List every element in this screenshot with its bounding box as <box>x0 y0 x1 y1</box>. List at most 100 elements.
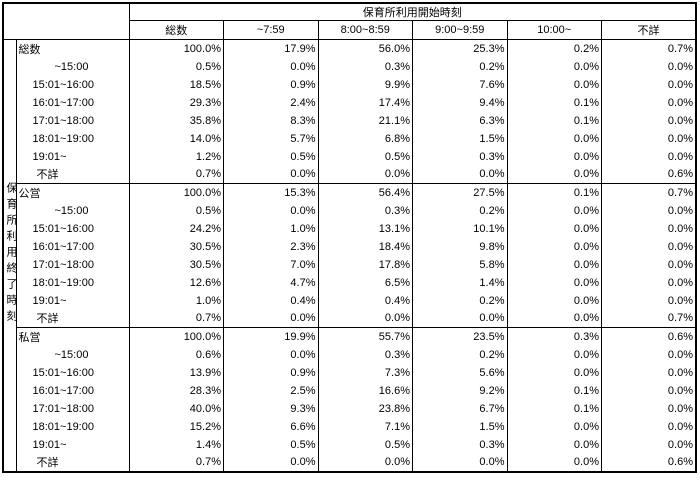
table-row: 私営 100.0% 19.9% 55.7% 23.5% 0.3% 0.6% <box>3 327 696 346</box>
value-cell: 0.3% <box>506 327 602 346</box>
value-cell: 4.7% <box>223 273 318 292</box>
value-cell: 0.0% <box>601 219 696 238</box>
table-row: 不詳 0.7% 0.0% 0.0% 0.0% 0.0% 0.7% <box>3 309 696 328</box>
table-row: 15:01~16:00 18.5% 0.9% 9.9% 7.6% 0.0% 0.0% <box>3 75 696 94</box>
header-row-columns: 総数 ~7:59 8:00~8:59 9:00~9:59 10:00~ 不詳 <box>3 20 696 40</box>
header-row-main: 保育所利用開始時刻 <box>3 3 696 40</box>
value-cell: 0.0% <box>601 381 696 400</box>
column-header-unknown: 不詳 <box>601 20 696 40</box>
value-cell: 0.0% <box>601 417 696 436</box>
value-cell: 0.2% <box>506 39 602 58</box>
row-label: 19:01~ <box>15 435 129 454</box>
value-cell: 0.2% <box>412 201 507 220</box>
value-cell: 0.0% <box>506 219 602 238</box>
table-row: 17:01~18:00 40.0% 9.3% 23.8% 6.7% 0.1% 0.0% <box>3 399 696 418</box>
value-cell: 0.0% <box>506 417 602 436</box>
table-row: 不詳 0.7% 0.0% 0.0% 0.0% 0.0% 0.6% <box>3 165 696 184</box>
value-cell: 0.1% <box>506 183 602 202</box>
value-cell: 9.3% <box>223 399 318 418</box>
value-cell: 1.5% <box>412 129 507 148</box>
value-cell: 0.7% <box>128 309 224 328</box>
value-cell: 13.1% <box>317 219 413 238</box>
value-cell: 100.0% <box>128 183 224 202</box>
value-cell: 23.5% <box>412 327 507 346</box>
value-cell: 15.2% <box>128 417 224 436</box>
table-body: 保育所利用終了時刻 総数 100.0% 17.9% 56.0% 25.3% 0.2% 0.7%… <box>3 39 696 472</box>
value-cell: 0.1% <box>506 381 602 400</box>
value-cell: 1.2% <box>128 147 224 166</box>
table-row: 17:01~18:00 35.8% 8.3% 21.1% 6.3% 0.1% 0.0% <box>3 111 696 130</box>
table-row: 公営 100.0% 15.3% 56.4% 27.5% 0.1% 0.7% <box>3 183 696 202</box>
value-cell: 0.7% <box>128 453 224 472</box>
row-label: 17:01~18:00 <box>15 399 129 418</box>
value-cell: 30.5% <box>128 255 224 274</box>
table-row: 18:01~19:00 15.2% 6.6% 7.1% 1.5% 0.0% 0.0% <box>3 417 696 436</box>
value-cell: 7.3% <box>317 363 413 382</box>
value-cell: 1.5% <box>412 417 507 436</box>
value-cell: 0.7% <box>128 165 224 184</box>
value-cell: 5.8% <box>412 255 507 274</box>
value-cell: 2.3% <box>223 237 318 256</box>
value-cell: 0.1% <box>506 93 602 112</box>
value-cell: 0.4% <box>317 291 413 310</box>
value-cell: 0.0% <box>317 309 413 328</box>
table-row: 15:01~16:00 24.2% 1.0% 13.1% 10.1% 0.0% 0.0% <box>3 219 696 238</box>
value-cell: 15.3% <box>223 183 318 202</box>
value-cell: 0.0% <box>223 201 318 220</box>
column-axis-title: 保育所利用開始時刻 <box>128 3 696 21</box>
value-cell: 0.0% <box>506 75 602 94</box>
value-cell: 8.3% <box>223 111 318 130</box>
value-cell: 0.0% <box>601 111 696 130</box>
row-label: 17:01~18:00 <box>15 255 129 274</box>
row-label: 19:01~ <box>15 147 129 166</box>
value-cell: 25.3% <box>412 39 507 58</box>
row-label: ~15:00 <box>15 345 129 364</box>
value-cell: 0.0% <box>601 363 696 382</box>
value-cell: 56.4% <box>317 183 413 202</box>
value-cell: 13.9% <box>128 363 224 382</box>
value-cell: 0.7% <box>601 39 696 58</box>
row-label: 18:01~19:00 <box>15 129 129 148</box>
value-cell: 9.2% <box>412 381 507 400</box>
value-cell: 1.4% <box>412 273 507 292</box>
value-cell: 0.3% <box>412 147 507 166</box>
value-cell: 0.6% <box>128 345 224 364</box>
value-cell: 0.6% <box>601 165 696 184</box>
value-cell: 0.0% <box>506 57 602 76</box>
value-cell: 18.5% <box>128 75 224 94</box>
value-cell: 0.3% <box>317 201 413 220</box>
value-cell: 5.6% <box>412 363 507 382</box>
value-cell: 0.0% <box>601 273 696 292</box>
start-time-by-end-time-table: 保育所利用開始時刻 総数 ~7:59 8:00~8:59 9:00~9:59 1… <box>2 2 697 473</box>
value-cell: 0.5% <box>317 435 413 454</box>
table-row: 16:01~17:00 30.5% 2.3% 18.4% 9.8% 0.0% 0.0% <box>3 237 696 256</box>
value-cell: 0.0% <box>601 57 696 76</box>
table-row: ~15:00 0.5% 0.0% 0.3% 0.2% 0.0% 0.0% <box>3 201 696 220</box>
value-cell: 0.0% <box>506 363 602 382</box>
row-axis-title-text: 保育所利用終了時刻 <box>5 181 16 326</box>
value-cell: 30.5% <box>128 237 224 256</box>
value-cell: 0.0% <box>506 273 602 292</box>
value-cell: 14.0% <box>128 129 224 148</box>
value-cell: 0.0% <box>412 453 507 472</box>
row-label: 公営 <box>15 183 129 202</box>
row-label: 15:01~16:00 <box>15 363 129 382</box>
value-cell: 0.0% <box>223 309 318 328</box>
table-row: 18:01~19:00 12.6% 4.7% 6.5% 1.4% 0.0% 0.0% <box>3 273 696 292</box>
value-cell: 0.1% <box>506 111 602 130</box>
value-cell: 18.4% <box>317 237 413 256</box>
value-cell: 6.7% <box>412 399 507 418</box>
value-cell: 24.2% <box>128 219 224 238</box>
value-cell: 0.0% <box>223 453 318 472</box>
row-label: 不詳 <box>15 309 129 328</box>
value-cell: 56.0% <box>317 39 413 58</box>
value-cell: 0.0% <box>506 165 602 184</box>
value-cell: 0.0% <box>601 237 696 256</box>
value-cell: 0.2% <box>412 291 507 310</box>
value-cell: 0.1% <box>506 399 602 418</box>
value-cell: 35.8% <box>128 111 224 130</box>
value-cell: 1.0% <box>223 219 318 238</box>
value-cell: 0.7% <box>601 309 696 328</box>
corner-cell <box>3 3 129 40</box>
column-header-after-1000: 10:00~ <box>506 20 602 40</box>
